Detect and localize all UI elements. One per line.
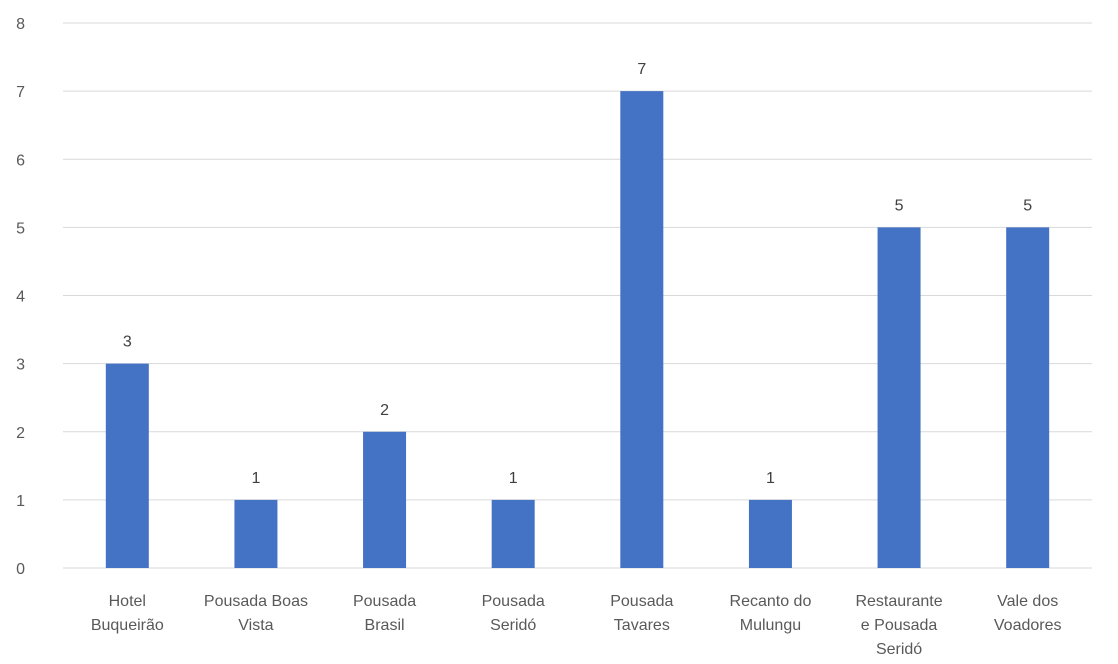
category-label: Pousada Boas Vista [204,593,308,634]
y-tick-label: 6 [16,152,25,169]
gridlines [63,22,1092,569]
y-tick-label: 1 [16,493,25,510]
data-label: 5 [1023,197,1032,214]
bar [1006,227,1050,568]
data-label: 1 [251,470,260,487]
y-tick-label: 4 [16,289,25,306]
data-label: 2 [380,402,389,419]
data-labels: 3 1 2 1 7 1 5 5 [123,61,1032,487]
y-tick-label: 8 [16,16,25,33]
y-tick-label: 5 [16,220,25,237]
y-axis-tick-labels: 0 1 2 3 4 5 6 7 8 [16,16,25,578]
category-label: Pousada Brasil [353,593,416,634]
bar [748,499,792,568]
bars [105,91,1050,568]
bar [105,363,149,568]
bar [620,91,664,568]
y-tick-label: 3 [16,357,25,374]
y-tick-label: 0 [16,561,25,578]
data-label: 5 [895,197,904,214]
bar [363,431,407,568]
y-tick-label: 2 [16,425,25,442]
category-label: Recanto do Mulungu [730,593,812,634]
data-label: 1 [509,470,518,487]
category-label: Pousada Seridó [482,593,545,634]
data-label: 1 [766,470,775,487]
category-label: Pousada Tavares [610,593,673,634]
category-label: Hotel Buqueirão [91,593,164,634]
y-tick-label: 7 [16,84,25,101]
bar [234,499,278,568]
bar [491,499,535,568]
data-label: 7 [637,61,646,78]
data-label: 3 [123,334,132,351]
category-label: Vale dos Voadores [994,593,1062,634]
category-labels: Hotel Buqueirão Pousada Boas Vista Pousada Br… [91,593,1062,658]
bar [877,227,921,568]
category-label: Restaurante e Pousada Seridó [855,593,942,658]
